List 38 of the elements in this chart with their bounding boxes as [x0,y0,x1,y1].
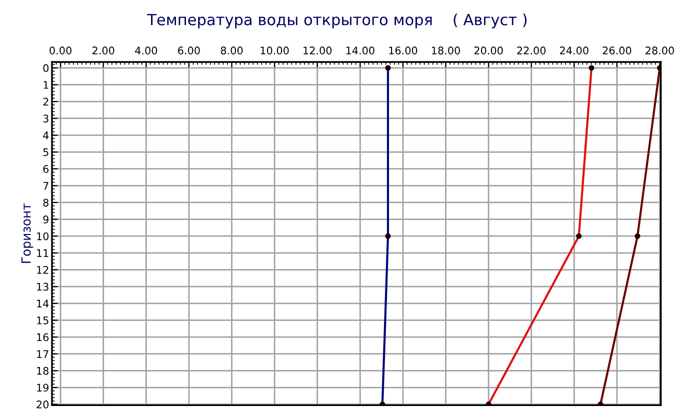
x-tick-label: 14.00 [346,46,374,54]
y-tick-label: 13 [37,282,48,291]
y-tick-label: 7 [43,182,48,190]
x-tick-label: 26.00 [602,46,632,54]
y-axis-title: Горизонт [21,203,34,263]
y-tick-label: 16 [37,333,49,342]
chart-title: Температура воды открытого моря ( Август ) [147,14,527,28]
y-tick-label: 19 [37,384,48,392]
y-tick-label: 10 [37,232,49,240]
x-tick-label: 12.00 [304,46,332,54]
y-tick-label: 6 [43,165,49,173]
x-tick-label: 0.00 [50,46,72,54]
x-tick-label: 4.00 [135,46,158,54]
y-tick-label: 12 [37,266,48,274]
x-tick-label: 18.00 [432,46,460,54]
y-tick-label: 14 [37,300,49,308]
y-tick-label: 18 [37,366,48,375]
x-tick-label: 24.00 [560,46,588,54]
x-tick-label: 22.00 [517,46,546,54]
y-tick-label: 9 [43,216,48,224]
x-tick-label: 2.00 [92,46,114,54]
y-tick-label: 5 [43,148,48,156]
y-tick-label: 15 [37,316,48,324]
y-tick-label: 2 [43,98,48,106]
x-tick-label: 8.00 [220,46,243,54]
x-tick-label: 16.00 [389,46,418,54]
x-tick-label: 6.00 [178,46,200,54]
y-tick-label: 20 [36,400,49,408]
x-tick-label: 20.00 [474,46,503,54]
y-tick-label: 11 [37,249,48,257]
y-tick-label: 4 [43,132,49,140]
x-tick-label: 10.00 [260,46,289,54]
y-tick-label: 1 [44,81,48,89]
y-tick-label: 8 [43,198,48,207]
x-tick-label: 28.00 [646,46,674,54]
y-tick-label: 0 [43,64,49,72]
y-tick-label: 3 [43,114,48,122]
y-tick-label: 17 [37,350,48,358]
